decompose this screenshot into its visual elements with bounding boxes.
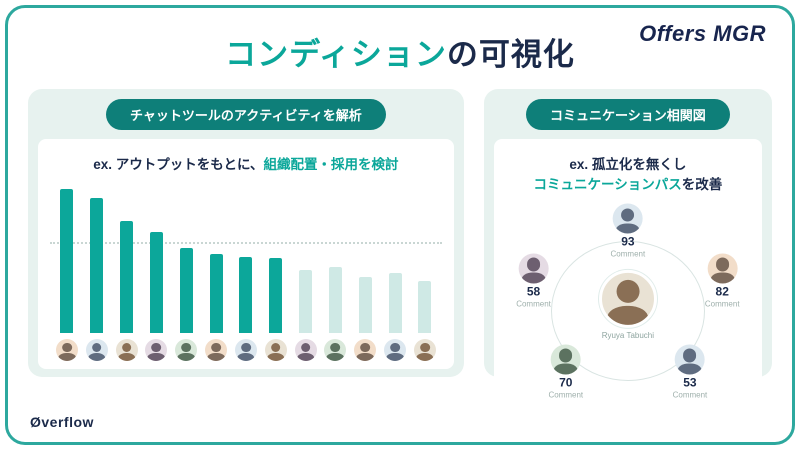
member-avatar <box>384 339 407 362</box>
reference-line <box>50 242 442 245</box>
member-avatar <box>55 339 78 362</box>
member-avatar <box>550 344 581 375</box>
member-avatar <box>145 339 168 362</box>
member-avatar <box>85 339 108 362</box>
chat-activity-caption: ex. アウトプットをもとに、組織配置・採用を検討 <box>48 155 444 175</box>
member-avatar <box>354 339 377 362</box>
chat-activity-badge: チャットツールのアクティビティを解析 <box>106 99 386 131</box>
caption-line1: ex. 孤立化を無くし <box>569 157 687 173</box>
member-avatar <box>294 339 317 362</box>
bar-column <box>291 183 321 362</box>
center-member-avatar <box>598 269 657 328</box>
activity-bar <box>418 281 432 334</box>
overflow-logo: Øverflow <box>30 414 94 430</box>
offers-mgr-logo: Offers MGR <box>639 21 766 46</box>
bar-column <box>380 183 410 362</box>
member-avatar <box>612 203 643 234</box>
member-avatar <box>234 339 257 362</box>
activity-bar-chart <box>48 183 444 362</box>
bar-column <box>82 183 112 362</box>
comment-label: Comment <box>548 390 584 400</box>
communication-caption: ex. 孤立化を無くしコミュニケーションパスを改善 <box>504 155 752 196</box>
bar-column <box>261 183 291 362</box>
member-node-left: 58 Comment <box>516 253 551 308</box>
member-avatar <box>175 339 198 362</box>
activity-bar <box>388 273 402 334</box>
chat-activity-card: ex. アウトプットをもとに、組織配置・採用を検討 <box>38 139 454 370</box>
chat-activity-panel: チャットツールのアクティビティを解析 ex. アウトプットをもとに、組織配置・採… <box>28 89 464 378</box>
member-node-right: 82 Comment <box>705 253 740 308</box>
communication-badge: コミュニケーション相関図 <box>526 99 730 131</box>
caption-prefix: ex. アウトプットをもとに、 <box>93 157 264 173</box>
caption-highlight: 組織配置・採用を検討 <box>263 157 399 173</box>
title-rest: の可視化 <box>446 37 575 72</box>
bar-column <box>320 183 350 362</box>
bar-column <box>141 183 171 362</box>
communication-card: ex. 孤立化を無くしコミュニケーションパスを改善 Ryuya Tabuchi … <box>493 139 762 412</box>
activity-bar <box>60 189 74 334</box>
comment-label: Comment <box>672 390 708 400</box>
activity-bar <box>328 267 342 334</box>
slide-frame: Offers MGR コンディションの可視化 チャットツールのアクティビティを解… <box>5 5 795 445</box>
member-avatar <box>115 339 138 362</box>
member-node-bottom-left: 70 Comment <box>548 344 583 399</box>
activity-bar <box>358 277 372 334</box>
bar-group <box>52 183 440 362</box>
activity-bar <box>149 232 163 334</box>
activity-bar <box>120 221 134 334</box>
communication-network-diagram: Ryuya Tabuchi 93 Comment 58 Comment <box>504 203 752 404</box>
bar-column <box>112 183 142 362</box>
bar-column <box>201 183 231 362</box>
caption-line2-highlight: コミュニケーションパス <box>533 177 682 193</box>
comment-count: 93 <box>621 234 635 249</box>
comment-label: Comment <box>516 299 551 309</box>
activity-bar <box>90 198 104 334</box>
communication-panel: コミュニケーション相関図 ex. 孤立化を無くしコミュニケーションパスを改善 R… <box>483 89 772 412</box>
member-avatar <box>707 253 738 284</box>
member-avatar <box>264 339 287 362</box>
member-avatar <box>518 253 549 284</box>
comment-label: Comment <box>704 299 740 309</box>
member-avatar <box>205 339 228 362</box>
bar-column <box>350 183 380 362</box>
bar-column <box>52 183 82 362</box>
center-member-name: Ryuya Tabuchi <box>601 330 655 340</box>
comment-count: 53 <box>683 375 697 390</box>
content-panels: チャットツールのアクティビティを解析 ex. アウトプットをもとに、組織配置・採… <box>28 89 772 412</box>
bar-column <box>231 183 261 362</box>
comment-label: Comment <box>610 249 646 259</box>
network-circle <box>550 240 705 381</box>
comment-count: 70 <box>559 375 573 390</box>
member-avatar <box>413 339 436 362</box>
comment-count: 58 <box>526 284 541 299</box>
activity-bar <box>299 270 313 334</box>
title-highlight: コンディション <box>225 37 447 72</box>
member-node-bottom-right: 53 Comment <box>672 344 708 400</box>
member-node-top: 93 Comment <box>610 203 646 259</box>
bar-column <box>171 183 201 362</box>
bar-column <box>410 183 440 362</box>
center-member-node: Ryuya Tabuchi <box>598 269 657 340</box>
comment-count: 82 <box>715 284 729 299</box>
page-title: コンディションの可視化 <box>8 37 792 72</box>
caption-line2-rest: を改善 <box>681 177 723 193</box>
activity-bar <box>209 254 223 334</box>
activity-bar <box>179 248 193 334</box>
activity-bar <box>269 258 283 334</box>
activity-bar <box>239 257 253 334</box>
member-avatar <box>324 339 347 362</box>
member-avatar <box>674 344 705 375</box>
